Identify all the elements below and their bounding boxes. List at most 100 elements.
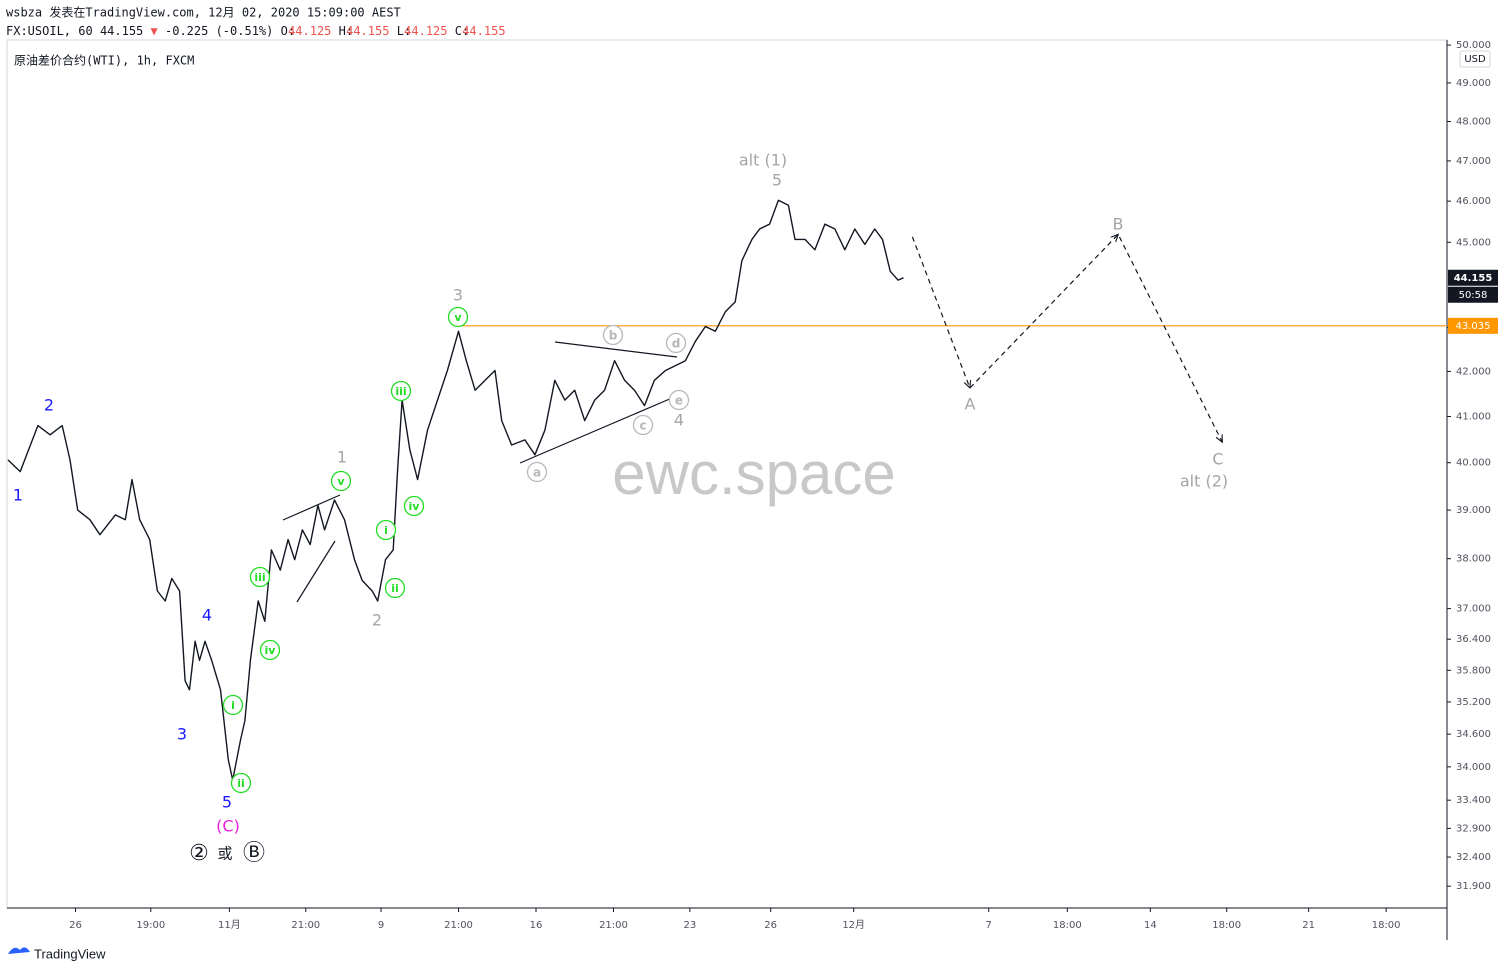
wave-circle bbox=[665, 332, 687, 354]
y-tick-label: 47.000 bbox=[1456, 156, 1491, 167]
x-tick-label: 21:00 bbox=[291, 920, 320, 931]
wave-label: ② bbox=[189, 841, 209, 866]
wave-label: a bbox=[533, 466, 541, 480]
wave-label: 1 bbox=[337, 448, 347, 467]
x-tick-label: 21 bbox=[1302, 920, 1315, 931]
last: 44.155 bbox=[100, 24, 143, 38]
c-value: 44.155 bbox=[462, 24, 505, 38]
y-tick-label: 39.000 bbox=[1456, 505, 1491, 516]
x-tick-label: 14 bbox=[1144, 920, 1157, 931]
wave-label: i bbox=[384, 524, 388, 537]
wave-label: C bbox=[1212, 450, 1223, 469]
wave-label: i bbox=[231, 699, 235, 712]
y-tick-label: 34.000 bbox=[1456, 762, 1491, 773]
wave-label: 3 bbox=[453, 286, 463, 305]
wave-label: iv bbox=[265, 644, 277, 657]
x-tick-label: 21:00 bbox=[444, 920, 473, 931]
y-tick-label: 38.000 bbox=[1456, 554, 1491, 565]
wave-label: alt (1) bbox=[739, 151, 787, 170]
wave-label: 2 bbox=[372, 611, 382, 630]
wave-label: B bbox=[1113, 215, 1124, 234]
last-price-box bbox=[1448, 269, 1498, 286]
wave-label: 5 bbox=[772, 171, 782, 190]
wave-label: 2 bbox=[44, 396, 54, 415]
h-key: H: bbox=[339, 24, 353, 38]
wave-circle bbox=[403, 495, 425, 517]
x-tick-label: 23 bbox=[683, 920, 696, 931]
y-tick-label: 31.900 bbox=[1456, 881, 1491, 892]
level-label: 43.035 bbox=[1456, 321, 1491, 332]
x-tick-label: 7 bbox=[986, 920, 992, 931]
y-tick-label: 40.000 bbox=[1456, 458, 1491, 469]
down-arrow: ▼ bbox=[151, 24, 159, 38]
x-tick-label: 18:00 bbox=[1372, 920, 1401, 931]
wave-circle bbox=[330, 470, 352, 492]
wave-label: v bbox=[337, 475, 345, 488]
wave-label: 4 bbox=[674, 411, 684, 430]
wave-circle bbox=[375, 519, 397, 541]
x-tick-label: 21:00 bbox=[599, 920, 628, 931]
x-tick-label: 26 bbox=[69, 920, 82, 931]
countdown-box bbox=[1448, 286, 1498, 303]
wave-label: (C) bbox=[216, 817, 240, 836]
wave-circle bbox=[384, 577, 406, 599]
legend-box bbox=[10, 50, 208, 72]
instrument: 原油差价合约(WTI), 1h, FXCM bbox=[14, 53, 194, 68]
arrow-head bbox=[963, 379, 972, 390]
l-value: 44.125 bbox=[404, 24, 447, 38]
price-line bbox=[7, 199, 904, 781]
x-tick-label: 9 bbox=[378, 920, 384, 931]
wave-label: iv bbox=[409, 500, 421, 513]
last-price: 44.155 bbox=[1454, 273, 1493, 284]
h-value: 44.155 bbox=[346, 24, 389, 38]
wave-label: 5 bbox=[222, 793, 232, 812]
x-tick-label: 19:00 bbox=[136, 920, 165, 931]
watermark: ewc.space bbox=[612, 440, 895, 507]
wave-label: e bbox=[675, 394, 683, 408]
publish-info: wsbza 发表在TradingView.com, 12月 02, 2020 1… bbox=[6, 5, 401, 20]
wave-label: A bbox=[965, 395, 976, 414]
wave-circle bbox=[602, 324, 624, 346]
symbol: FX:USOIL, 60 bbox=[6, 24, 93, 38]
wave-label: 或 bbox=[217, 845, 232, 863]
brand[interactable]: TradingView bbox=[34, 946, 106, 961]
wave-label: c bbox=[639, 419, 646, 433]
arrow-head bbox=[1110, 233, 1120, 243]
l-key: L: bbox=[397, 24, 411, 38]
countdown: 50:58 bbox=[1459, 290, 1488, 301]
wave-label: b bbox=[609, 329, 618, 343]
change: -0.225 (-0.51%) bbox=[165, 24, 273, 38]
triangle-upper bbox=[554, 341, 678, 358]
y-tick-label: 48.000 bbox=[1456, 116, 1491, 127]
wave-circle bbox=[230, 772, 252, 794]
symbol-line: FX:USOIL, 60 44.155 ▼ -0.225 (-0.51%) O:… bbox=[6, 24, 506, 38]
wave-label: iii bbox=[254, 571, 265, 584]
x-tick-label: 26 bbox=[764, 920, 777, 931]
wave-label: 4 bbox=[202, 606, 212, 625]
y-tick-label: 50.000 bbox=[1456, 40, 1491, 51]
y-tick-label: 46.000 bbox=[1456, 196, 1491, 207]
wedge-upper bbox=[282, 494, 341, 521]
y-tick-label: 34.600 bbox=[1456, 729, 1491, 740]
wave-circle bbox=[668, 389, 690, 411]
x-tick-label: 16 bbox=[530, 920, 543, 931]
tv-logo bbox=[8, 947, 30, 954]
o-value: 44.125 bbox=[288, 24, 331, 38]
y-tick-label: 32.400 bbox=[1456, 852, 1491, 863]
y-tick-label: 41.000 bbox=[1456, 411, 1491, 422]
wave-label: ii bbox=[391, 582, 399, 595]
y-tick-label: 33.400 bbox=[1456, 795, 1491, 806]
triangle-lower bbox=[519, 397, 673, 464]
c-key: C: bbox=[455, 24, 469, 38]
wave-circle bbox=[222, 694, 244, 716]
y-tick-label: 35.800 bbox=[1456, 665, 1491, 676]
x-tick-label: 18:00 bbox=[1212, 920, 1241, 931]
wave-label: iii bbox=[395, 385, 406, 398]
y-tick-label: 32.900 bbox=[1456, 823, 1491, 834]
y-tick-label: 42.000 bbox=[1456, 366, 1491, 377]
y-tick-label: 49.000 bbox=[1456, 78, 1491, 89]
wave-label: Ⓑ bbox=[243, 841, 265, 866]
y-tick-label: 36.400 bbox=[1456, 634, 1491, 645]
